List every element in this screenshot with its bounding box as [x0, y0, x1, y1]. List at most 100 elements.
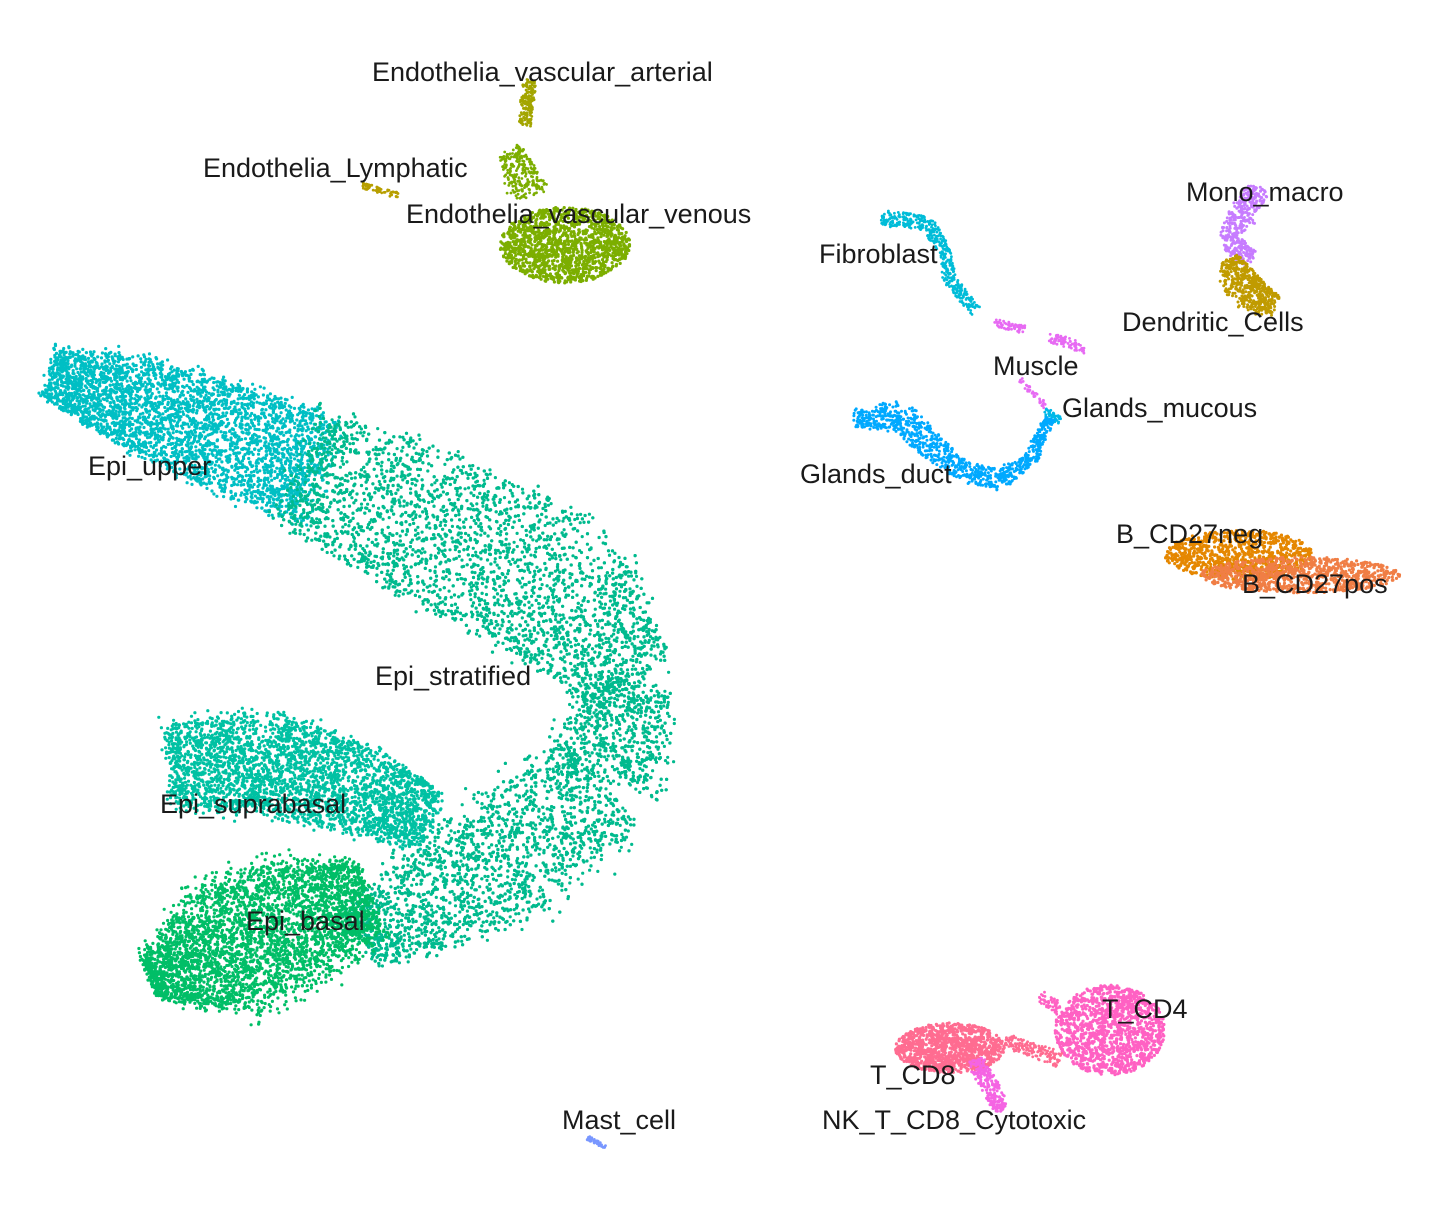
cell-point: [252, 482, 256, 487]
cell-point: [287, 466, 292, 470]
cell-point: [137, 415, 141, 419]
cell-point: [215, 438, 220, 442]
cell-point: [222, 469, 226, 473]
cell-point: [270, 461, 274, 465]
cell-point: [122, 403, 126, 407]
cell-point: [86, 356, 91, 360]
cell-point: [296, 429, 300, 433]
cell-point: [209, 411, 213, 415]
cell-point: [224, 406, 228, 410]
cell-point: [64, 381, 68, 385]
cell-point: [52, 364, 56, 368]
cell-point: [273, 437, 277, 441]
cell-point: [225, 457, 229, 461]
cell-point: [256, 395, 260, 399]
cell-point: [114, 364, 119, 368]
cell-point: [239, 396, 243, 400]
cell-point: [64, 350, 68, 355]
cell-points: [37, 78, 1402, 1149]
cell-point: [112, 420, 116, 424]
cell-point: [138, 421, 142, 425]
cell-point: [298, 471, 302, 475]
cell-point: [175, 424, 179, 428]
cell-point: [84, 376, 88, 381]
cell-point: [118, 432, 122, 436]
cell-point: [244, 447, 248, 451]
cell-point: [87, 392, 92, 396]
cell-point: [98, 378, 102, 382]
cell-point: [267, 448, 272, 452]
cell-point: [179, 415, 183, 419]
cell-point: [308, 411, 312, 416]
cell-point: [88, 410, 92, 414]
cell-point: [210, 376, 214, 380]
cell-point: [110, 355, 114, 359]
cell-point: [120, 366, 124, 370]
cell-point: [192, 401, 196, 405]
cell-point: [109, 366, 113, 370]
cell-point: [268, 500, 272, 504]
cell-point: [116, 430, 120, 434]
cell-point: [223, 435, 227, 439]
cell-point: [120, 419, 124, 423]
cell-point: [161, 394, 165, 398]
cell-point: [47, 378, 52, 382]
cell-point: [87, 406, 91, 410]
cell-point: [50, 392, 54, 396]
cell-point: [160, 378, 165, 382]
cell-point: [235, 386, 239, 390]
cell-point: [270, 399, 274, 403]
cell-point: [236, 471, 240, 475]
cell-point: [247, 477, 252, 481]
cell-point: [264, 503, 269, 507]
cell-point: [281, 448, 285, 452]
cell-point: [246, 396, 251, 400]
cell-point: [143, 433, 148, 437]
cell-point: [185, 384, 189, 388]
cell-point: [277, 406, 282, 410]
cell-point: [233, 442, 237, 446]
cell-point: [157, 390, 161, 394]
cell-point: [134, 393, 138, 397]
cell-point: [142, 355, 147, 359]
cell-point: [141, 441, 145, 445]
cell-point: [262, 493, 266, 497]
cell-point: [76, 349, 80, 353]
cell-point: [94, 405, 98, 409]
cell-point: [167, 387, 171, 391]
cell-point: [269, 402, 273, 406]
cell-point: [69, 400, 73, 404]
cell-point: [277, 427, 281, 431]
cell-point: [212, 380, 216, 385]
cell-point: [130, 416, 134, 421]
cell-point: [219, 473, 224, 477]
cell-point: [217, 400, 221, 404]
cell-point: [105, 422, 109, 426]
cell-point: [95, 389, 99, 393]
cell-point: [275, 466, 279, 470]
cell-point: [156, 411, 160, 415]
cell-point: [256, 419, 260, 423]
cell-point: [129, 444, 133, 448]
cell-point: [188, 394, 193, 398]
cell-point: [105, 365, 109, 369]
cell-point: [163, 405, 167, 410]
cell-point: [280, 430, 284, 434]
cell-point: [117, 437, 121, 441]
cell-point: [102, 380, 107, 384]
cell-point: [304, 442, 308, 446]
cell-point: [50, 375, 55, 379]
cell-point: [310, 407, 314, 411]
cell-point: [179, 402, 183, 406]
cell-point: [193, 436, 197, 440]
cell-point: [102, 367, 106, 371]
cell-point: [228, 447, 232, 451]
cell-point: [267, 480, 271, 484]
cell-point: [42, 373, 46, 377]
cell-point: [198, 481, 202, 485]
cell-point: [177, 443, 182, 447]
cell-point: [107, 394, 111, 398]
cell-point: [105, 356, 109, 360]
cell-point: [215, 494, 219, 498]
